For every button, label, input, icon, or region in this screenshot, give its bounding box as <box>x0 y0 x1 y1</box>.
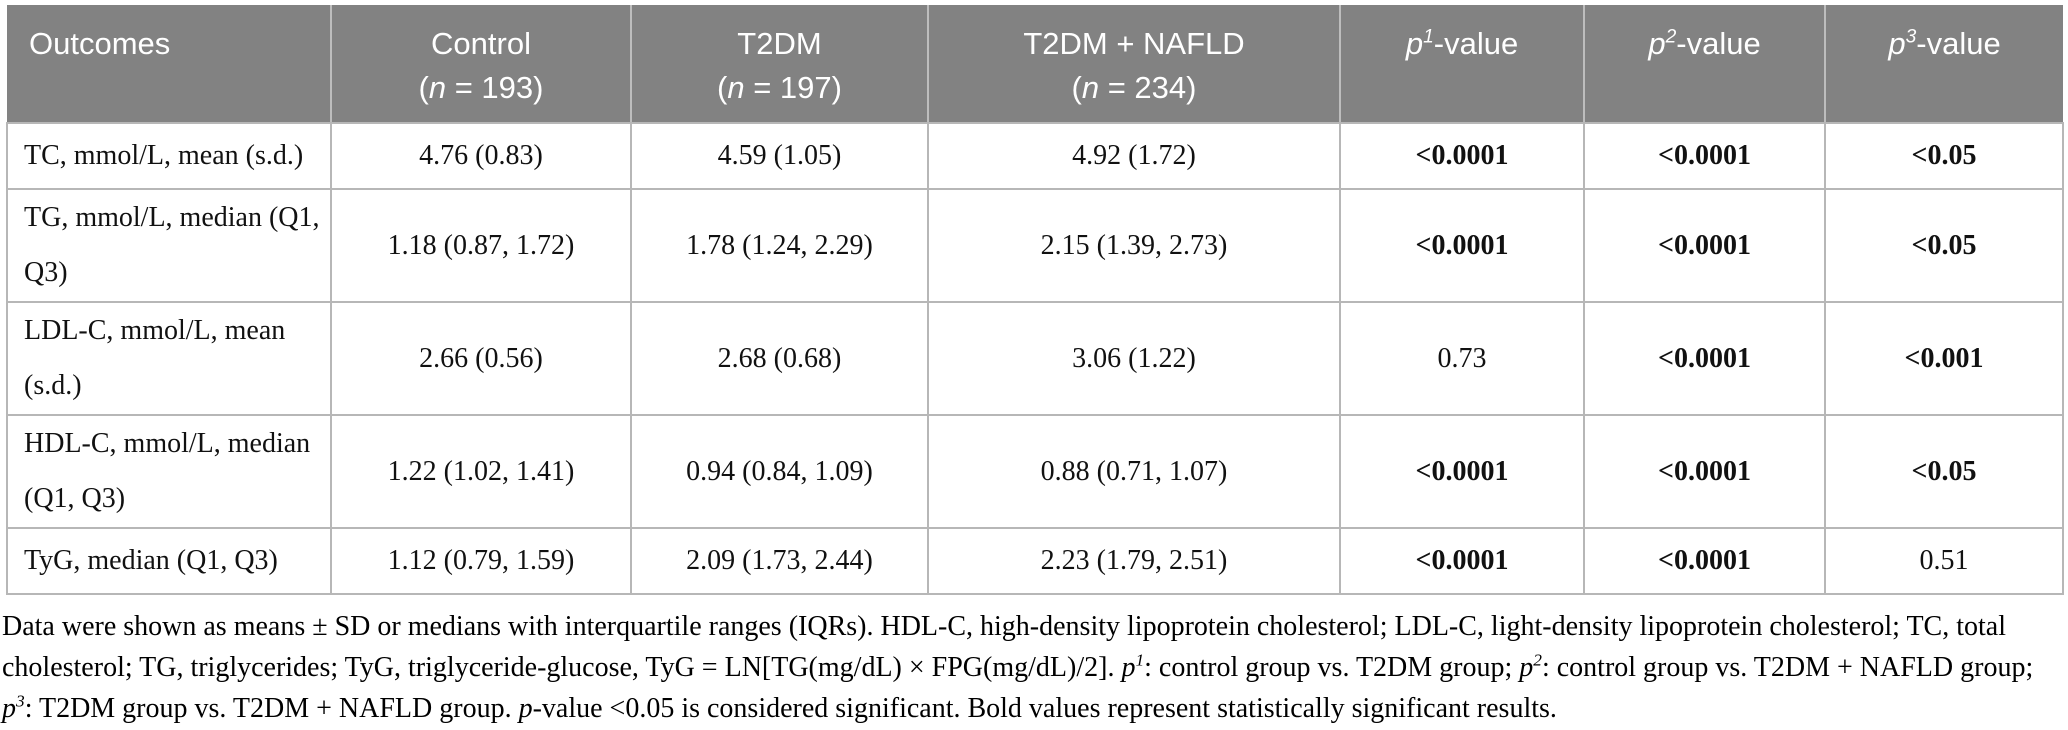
p-value-cell: <0.05 <box>1824 122 2064 191</box>
p-value-cell: <0.0001 <box>1583 122 1826 191</box>
value-cell: 2.23 (1.79, 2.51) <box>927 527 1341 596</box>
p-value-cell: 0.51 <box>1824 527 2064 596</box>
outcomes-comparison-table: Outcomes Control (n = 193) T2DM (n = 197… <box>6 5 2064 596</box>
column-header-p3-value: p3-value <box>1825 5 2063 125</box>
value-cell: 2.66 (0.56) <box>330 301 632 417</box>
group-n: (n = 234) <box>1071 70 1197 106</box>
p-value-cell: <0.05 <box>1824 414 2064 530</box>
column-header-t2dm-nafld: T2DM + NAFLD (n = 234) <box>928 5 1341 125</box>
value-cell: 3.06 (1.22) <box>927 301 1341 417</box>
column-header-p1-value: p1-value <box>1340 5 1585 125</box>
p-value-cell: <0.0001 <box>1339 122 1585 191</box>
value-cell: 4.59 (1.05) <box>630 122 929 191</box>
p-value-cell: <0.0001 <box>1339 188 1585 304</box>
p-value-cell: <0.0001 <box>1339 414 1585 530</box>
value-cell: 1.78 (1.24, 2.29) <box>630 188 929 304</box>
p-value-cell: <0.0001 <box>1583 414 1826 530</box>
value-cell: 2.09 (1.73, 2.44) <box>630 527 929 596</box>
outcome-label-cell: TG, mmol/L, median (Q1, Q3) <box>6 188 332 304</box>
value-cell: 1.18 (0.87, 1.72) <box>330 188 632 304</box>
column-header-control: Control (n = 193) <box>331 5 632 125</box>
table-footnote: Data were shown as means ± SD or medians… <box>2 611 2034 725</box>
value-cell: 4.76 (0.83) <box>330 122 632 191</box>
group-n: (n = 197) <box>717 70 842 106</box>
p-value-cell: <0.0001 <box>1339 527 1585 596</box>
group-n: (n = 193) <box>418 70 544 106</box>
value-cell: 4.92 (1.72) <box>927 122 1341 191</box>
value-cell: 0.94 (0.84, 1.09) <box>630 414 929 530</box>
outcome-label-cell: TyG, median (Q1, Q3) <box>6 527 332 596</box>
table-row-hdl-c: HDL-C, mmol/L, median (Q1, Q3) 1.22 (1.0… <box>6 414 2064 530</box>
column-header-t2dm: T2DM (n = 197) <box>631 5 929 125</box>
value-cell: 1.12 (0.79, 1.59) <box>330 527 632 596</box>
value-cell: 2.68 (0.68) <box>630 301 929 417</box>
column-header-outcomes: Outcomes <box>7 5 332 125</box>
header-row: Outcomes Control (n = 193) T2DM (n = 197… <box>7 5 2063 125</box>
p-value-cell: <0.05 <box>1824 188 2064 304</box>
table-row-tc: TC, mmol/L, mean (s.d.) 4.76 (0.83) 4.59… <box>6 122 2064 191</box>
value-cell: 2.15 (1.39, 2.73) <box>927 188 1341 304</box>
outcome-label-cell: LDL-C, mmol/L, mean (s.d.) <box>6 301 332 417</box>
outcome-label-cell: HDL-C, mmol/L, median (Q1, Q3) <box>6 414 332 530</box>
group-name: T2DM + NAFLD <box>1023 26 1245 61</box>
p-value-cell: <0.001 <box>1824 301 2064 417</box>
value-cell: 0.88 (0.71, 1.07) <box>927 414 1341 530</box>
table-row-ldl-c: LDL-C, mmol/L, mean (s.d.) 2.66 (0.56) 2… <box>6 301 2064 417</box>
table-row-tg: TG, mmol/L, median (Q1, Q3) 1.18 (0.87, … <box>6 188 2064 304</box>
p-value-cell: <0.0001 <box>1583 188 1826 304</box>
outcome-label-cell: TC, mmol/L, mean (s.d.) <box>6 122 332 191</box>
p-value-cell: <0.0001 <box>1583 527 1826 596</box>
p-value-cell: <0.0001 <box>1583 301 1826 417</box>
group-name: Control <box>431 26 531 61</box>
table-row-tyg: TyG, median (Q1, Q3) 1.12 (0.79, 1.59) 2… <box>6 527 2064 596</box>
group-name: T2DM <box>737 26 822 61</box>
column-header-p2-value: p2-value <box>1584 5 1826 125</box>
value-cell: 1.22 (1.02, 1.41) <box>330 414 632 530</box>
p-value-cell: 0.73 <box>1339 301 1585 417</box>
